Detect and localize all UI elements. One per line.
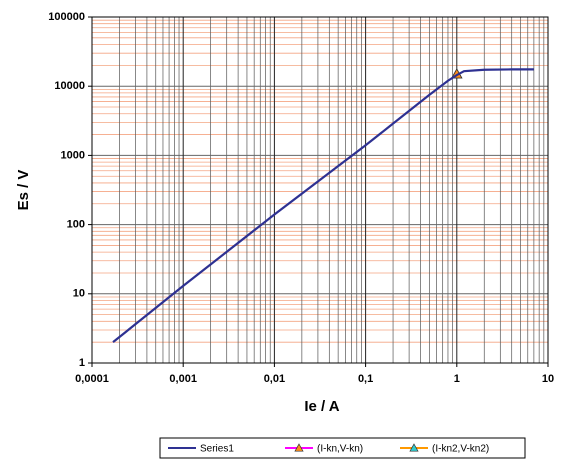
plot-border	[91, 16, 549, 364]
x-tick-label: 0,1	[358, 373, 373, 385]
y-tick-label: 10000	[54, 80, 85, 92]
y-axis-title: Es / V	[15, 170, 32, 211]
x-tick-label: 0,001	[169, 373, 197, 385]
legend: Series1 (I-kn,V-kn) (I-kn2,V-kn2)	[159, 437, 526, 459]
x-axis-title: Ie / A	[304, 398, 339, 415]
x-tick-label: 10	[542, 373, 554, 385]
legend-marker	[294, 443, 304, 452]
y-tick-label: 10	[73, 288, 85, 300]
series-line	[112, 68, 534, 344]
x-tick-label: 1	[454, 373, 460, 385]
legend-label: (I-kn2,V-kn2)	[432, 444, 489, 455]
x-tick-label: 0,01	[264, 373, 285, 385]
y-tick-label: 1000	[61, 149, 85, 161]
y-tick-label: 100000	[48, 11, 85, 23]
y-tick-label: 100	[67, 219, 85, 231]
y-tick-label: 1	[79, 357, 85, 369]
legend-marker	[409, 443, 419, 452]
legend-box	[159, 437, 526, 459]
legend-label: (I-kn,V-kn)	[317, 444, 363, 455]
legend-label: Series1	[200, 444, 234, 455]
x-tick-label: 0,0001	[75, 373, 109, 385]
plot-area	[92, 17, 548, 363]
